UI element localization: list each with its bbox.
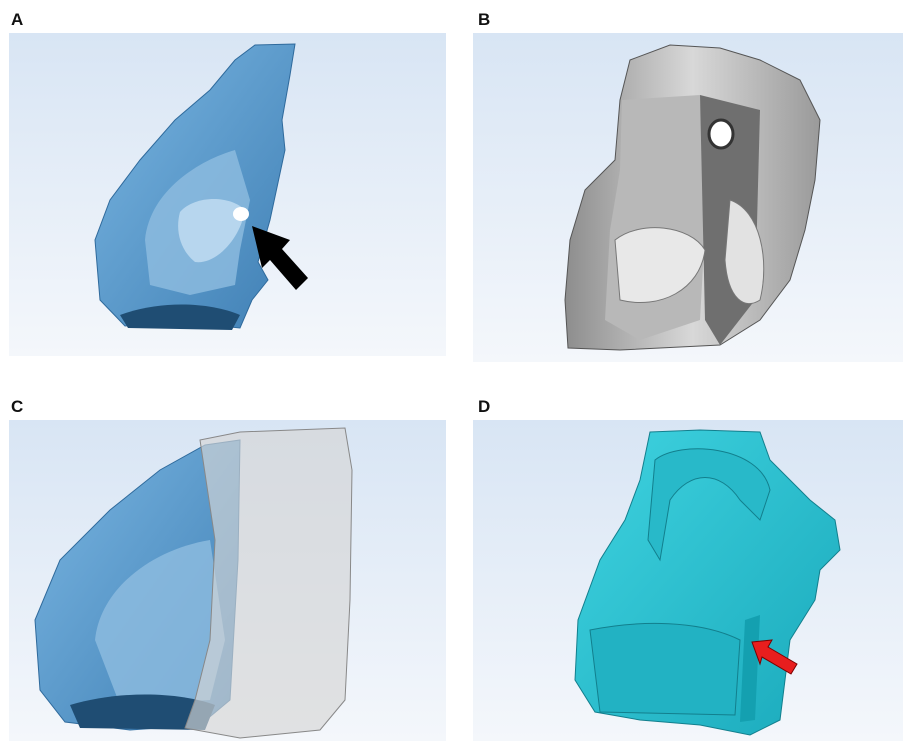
base	[120, 304, 240, 330]
chamber	[724, 199, 765, 305]
panel-label: C	[11, 397, 23, 416]
base	[70, 694, 215, 730]
panel-label: B	[478, 10, 490, 29]
arrow	[252, 226, 308, 290]
panel-b: B	[473, 10, 903, 362]
panel-a: A	[9, 10, 446, 356]
panel-label: D	[478, 397, 490, 416]
aorta	[647, 448, 771, 562]
opening	[233, 207, 249, 221]
inner-surface	[95, 540, 225, 705]
panel-d: D	[473, 397, 903, 741]
panel-c: C	[9, 397, 446, 741]
opening	[707, 118, 735, 150]
arrow	[751, 639, 798, 675]
valve-region	[178, 198, 245, 263]
translucent-shell	[184, 427, 353, 739]
chamber	[614, 227, 706, 304]
panel-label: A	[11, 10, 23, 29]
ventricle	[589, 622, 741, 716]
